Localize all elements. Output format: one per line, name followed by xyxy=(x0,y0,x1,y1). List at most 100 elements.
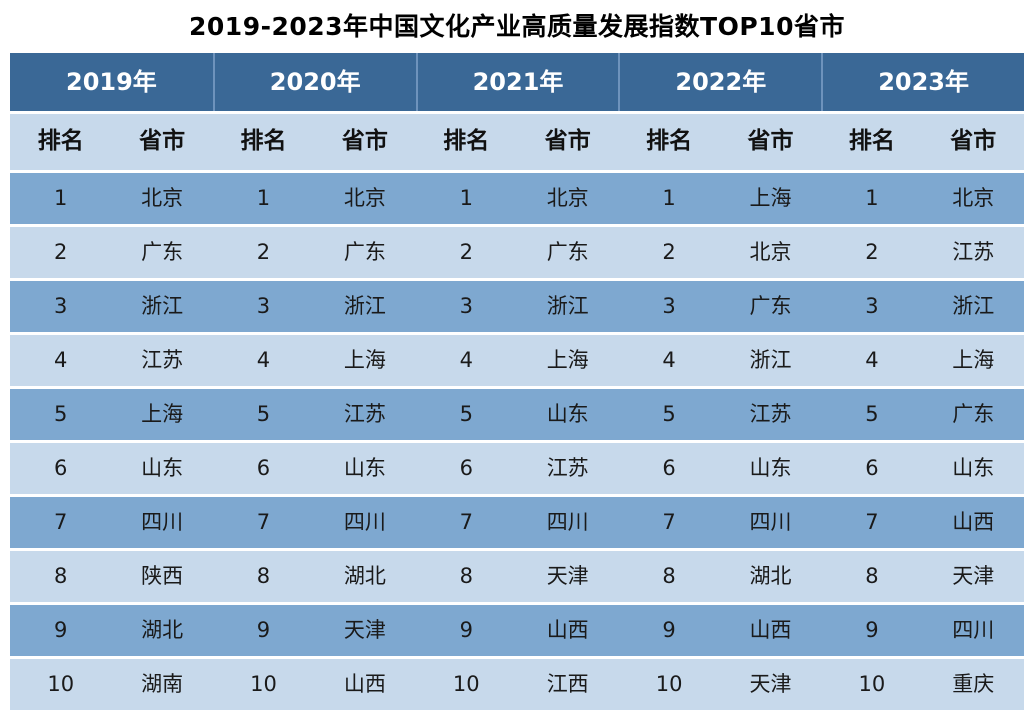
province-cell: 江苏 xyxy=(314,388,416,440)
rank-cell: 8 xyxy=(618,550,720,602)
rank-cell: 2 xyxy=(415,226,517,278)
province-cell: 湖北 xyxy=(719,550,822,602)
province-cell: 山东 xyxy=(719,442,822,494)
province-cell: 天津 xyxy=(314,604,416,656)
rank-cell: 10 xyxy=(10,658,112,710)
rank-cell: 2 xyxy=(10,226,112,278)
ranking-table: 2019年 2020年 2021年 2022年 2023年 排名 省市 排名 省市 排名 省市 排名省… xyxy=(10,52,1024,710)
rank-cell: 10 xyxy=(821,658,923,710)
rank-cell: 7 xyxy=(821,496,923,548)
province-cell: 广东 xyxy=(719,280,822,332)
province-cell: 上海 xyxy=(719,172,822,224)
rank-cell: 1 xyxy=(415,172,517,224)
rank-cell: 7 xyxy=(10,496,112,548)
rank-cell: 9 xyxy=(212,604,315,656)
year-header-2019: 2019年 xyxy=(10,52,213,111)
province-cell: 四川 xyxy=(922,604,1024,656)
province-cell: 山东 xyxy=(517,388,619,440)
rank-cell: 1 xyxy=(821,172,923,224)
rank-cell: 2 xyxy=(618,226,720,278)
province-cell: 山西 xyxy=(719,604,822,656)
rank-cell: 5 xyxy=(618,388,720,440)
province-cell: 广东 xyxy=(922,388,1024,440)
subheader-rank-2019: 排名 xyxy=(10,113,112,170)
rank-cell: 7 xyxy=(618,496,720,548)
rank-cell: 9 xyxy=(821,604,923,656)
rank-cell: 9 xyxy=(618,604,720,656)
rank-cell: 3 xyxy=(618,280,720,332)
rank-cell: 5 xyxy=(212,388,315,440)
rank-cell: 3 xyxy=(415,280,517,332)
province-cell: 四川 xyxy=(517,496,619,548)
rank-cell: 1 xyxy=(618,172,720,224)
province-cell: 陕西 xyxy=(111,550,213,602)
province-cell: 上海 xyxy=(517,334,619,386)
province-cell: 四川 xyxy=(719,496,822,548)
subheader-province-2023: 省市 xyxy=(922,113,1024,170)
rank-cell: 2 xyxy=(821,226,923,278)
rank-cell: 6 xyxy=(618,442,720,494)
rank-cell: 9 xyxy=(10,604,112,656)
province-cell: 浙江 xyxy=(719,334,822,386)
province-cell: 山东 xyxy=(922,442,1024,494)
province-cell: 山西 xyxy=(314,658,416,710)
page-title: 2019-2023年中国文化产业高质量发展指数TOP10省市 xyxy=(189,12,845,41)
province-cell: 天津 xyxy=(719,658,822,710)
rank-cell: 3 xyxy=(821,280,923,332)
province-cell: 北京 xyxy=(719,226,822,278)
rank-cell: 8 xyxy=(10,550,112,602)
province-cell: 上海 xyxy=(314,334,416,386)
province-cell: 江苏 xyxy=(517,442,619,494)
rank-cell: 4 xyxy=(212,334,315,386)
province-cell: 北京 xyxy=(314,172,416,224)
rank-cell: 6 xyxy=(10,442,112,494)
rank-cell: 1 xyxy=(212,172,315,224)
rank-cell: 5 xyxy=(415,388,517,440)
province-cell: 山西 xyxy=(517,604,619,656)
rank-cell: 4 xyxy=(10,334,112,386)
rank-cell: 10 xyxy=(618,658,720,710)
province-cell: 江苏 xyxy=(922,226,1024,278)
subheader-province-2022: 省市 xyxy=(719,113,822,170)
province-cell: 浙江 xyxy=(517,280,619,332)
subheader-rank-2021: 排名 xyxy=(415,113,517,170)
rank-cell: 4 xyxy=(618,334,720,386)
rank-cell: 8 xyxy=(212,550,315,602)
province-cell: 广东 xyxy=(111,226,213,278)
rank-cell: 5 xyxy=(821,388,923,440)
rank-cell: 10 xyxy=(212,658,315,710)
province-cell: 浙江 xyxy=(111,280,213,332)
rank-cell: 4 xyxy=(821,334,923,386)
subheader-rank-2022: 排名 xyxy=(618,113,720,170)
province-cell: 重庆 xyxy=(922,658,1024,710)
subheader-province-2020: 省市 xyxy=(314,113,416,170)
rank-cell: 5 xyxy=(10,388,112,440)
rank-cell: 1 xyxy=(10,172,112,224)
rank-cell: 8 xyxy=(821,550,923,602)
rank-cell: 7 xyxy=(212,496,315,548)
province-cell: 浙江 xyxy=(314,280,416,332)
subheader-province-2021: 省市 xyxy=(517,113,619,170)
rank-cell: 2 xyxy=(212,226,315,278)
province-cell: 广东 xyxy=(517,226,619,278)
province-cell: 浙江 xyxy=(922,280,1024,332)
province-cell: 上海 xyxy=(111,388,213,440)
province-cell: 北京 xyxy=(922,172,1024,224)
rank-cell: 3 xyxy=(10,280,112,332)
province-cell: 天津 xyxy=(517,550,619,602)
year-header-2023: 2023年 xyxy=(821,52,1024,111)
year-header-2021: 2021年 xyxy=(415,52,619,111)
year-header-2022: 2022年 xyxy=(618,52,822,111)
year-header-2020: 2020年 xyxy=(212,52,416,111)
province-cell: 山东 xyxy=(111,442,213,494)
rank-cell: 8 xyxy=(415,550,517,602)
rank-cell: 10 xyxy=(415,658,517,710)
province-cell: 广东 xyxy=(314,226,416,278)
subheader-rank-2020: 排名 xyxy=(212,113,315,170)
province-cell: 江苏 xyxy=(111,334,213,386)
province-cell: 上海 xyxy=(922,334,1024,386)
rank-cell: 3 xyxy=(212,280,315,332)
province-cell: 天津 xyxy=(922,550,1024,602)
rank-cell: 9 xyxy=(415,604,517,656)
